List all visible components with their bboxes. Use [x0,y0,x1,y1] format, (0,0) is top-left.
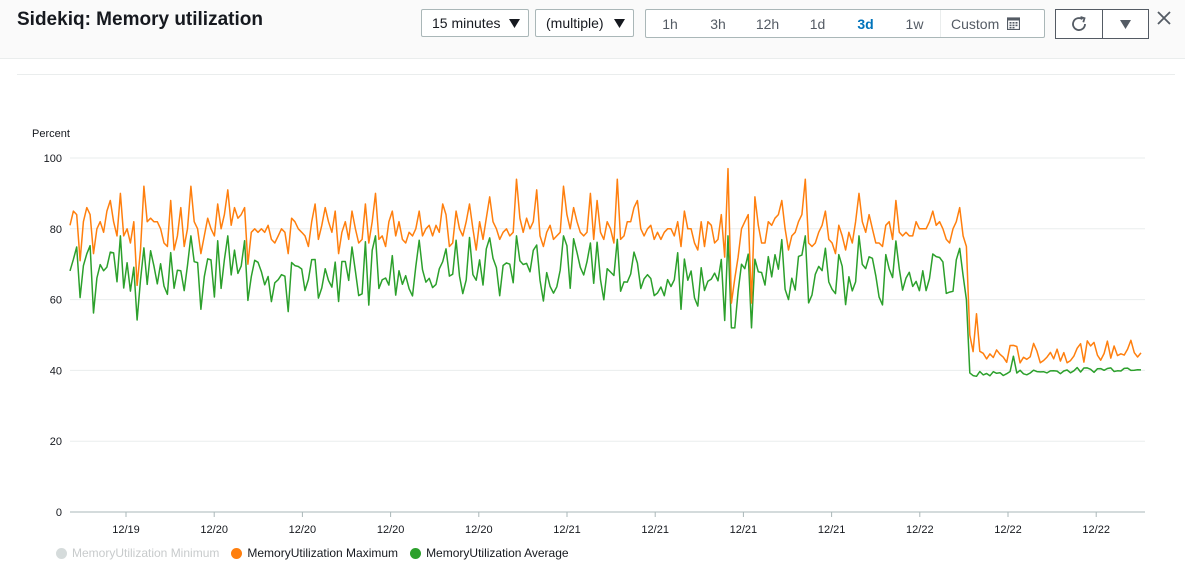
statistic-value: (multiple) [546,15,604,31]
header-divider [17,74,1175,75]
x-tick-label: 12/21 [818,524,846,536]
caret-down-icon [1120,19,1131,29]
refresh-button[interactable] [1055,9,1103,39]
series-line-maximum [69,167,1142,364]
legend-swatch [410,547,422,559]
close-icon [1157,11,1171,25]
chart-legend: MemoryUtilization Minimum MemoryUtilizat… [56,546,569,560]
y-axis-label: Percent [32,128,70,140]
y-tick-label: 80 [50,224,62,236]
y-tick-label: 20 [50,436,62,448]
x-tick-label: 12/22 [1082,524,1110,536]
calendar-icon [1007,17,1021,30]
x-tick-label: 12/22 [906,524,934,536]
range-12h[interactable]: 12h [755,15,780,32]
x-tick-label: 12/20 [465,524,493,536]
series-line-average [69,235,1142,378]
range-3h[interactable]: 3h [710,15,726,32]
x-tick-label: 12/20 [200,524,228,536]
custom-range-button[interactable]: Custom [940,10,1028,37]
y-tick-label: 40 [50,365,62,377]
widget-title: Sidekiq: Memory utilization [17,9,263,30]
close-button[interactable] [1156,10,1174,28]
y-tick-label: 100 [44,153,62,165]
range-1h[interactable]: 1h [662,15,678,32]
period-dropdown[interactable]: 15 minutes [421,9,529,37]
legend-swatch [56,547,67,559]
statistic-dropdown[interactable]: (multiple) [535,9,634,37]
range-3d[interactable]: 3d [857,15,874,32]
refresh-icon [1072,16,1086,31]
y-tick-label: 60 [50,295,62,307]
legend-item-average[interactable]: MemoryUtilization Average [410,546,569,560]
period-value: 15 minutes [432,15,501,31]
x-tick-label: 12/20 [289,524,317,536]
widget-header: Sidekiq: Memory utilization 15 minutes (… [0,0,1185,59]
range-1d[interactable]: 1d [809,15,826,32]
x-tick-label: 12/21 [730,524,758,536]
legend-swatch [231,547,243,559]
x-tick-label: 12/21 [641,524,669,536]
legend-item-minimum[interactable]: MemoryUtilization Minimum [56,546,219,560]
legend-item-maximum[interactable]: MemoryUtilization Maximum [231,546,398,560]
legend-label: MemoryUtilization Minimum [72,546,220,560]
range-1w[interactable]: 1w [905,15,924,32]
y-tick-label: 0 [56,507,62,519]
x-tick-label: 12/22 [994,524,1022,536]
refresh-options-dropdown[interactable] [1102,9,1149,39]
custom-label: Custom [951,15,1000,32]
x-tick-label: 12/21 [553,524,581,536]
time-range-selector: 1h 3h 12h 1d 3d 1w Custom [645,9,1045,38]
legend-label: MemoryUtilization Average [426,546,569,560]
caret-down-icon [509,19,520,28]
caret-down-icon [614,19,625,28]
x-tick-label: 12/20 [377,524,405,536]
x-tick-label: 12/19 [112,524,140,536]
legend-label: MemoryUtilization Maximum [247,546,399,560]
